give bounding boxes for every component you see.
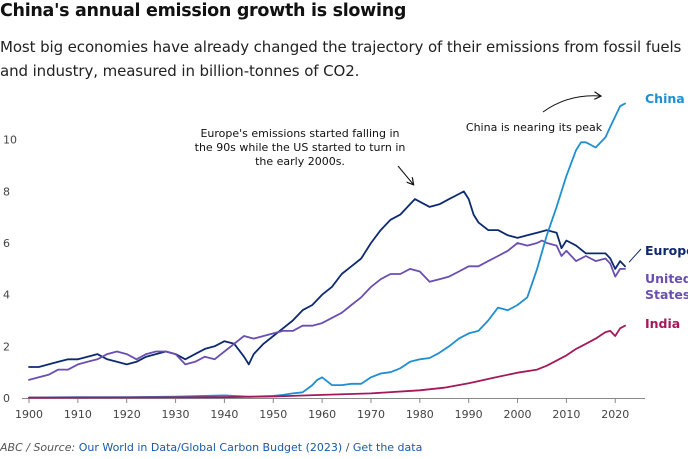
- annotations: Europe's emissions started falling in the…: [195, 96, 603, 184]
- x-tick-label: 1980: [406, 408, 434, 421]
- y-axis: 0 2 4 6 8 10: [3, 134, 17, 405]
- y-tick-label: 0: [3, 392, 10, 405]
- page-title: China's annual emission growth is slowin…: [0, 1, 407, 21]
- y-tick-label: 8: [3, 185, 10, 198]
- x-tick-label: 1950: [259, 408, 287, 421]
- y-tick-label: 4: [3, 289, 10, 302]
- page-subtitle: Most big economies have already changed …: [0, 38, 682, 80]
- china-annotation-arrow: [542, 96, 600, 113]
- x-tick-label: 1910: [64, 408, 92, 421]
- series-label-india: India: [645, 316, 680, 331]
- get-data-link[interactable]: Get the data: [352, 441, 423, 454]
- y-tick-label: 6: [3, 237, 10, 250]
- emissions-line-chart: 0 2 4 6 8 10 1900 1910 1920 1930 1940 1950 1960 1970…: [3, 91, 688, 421]
- x-tick-label: 1900: [15, 408, 43, 421]
- china-annotation: China is nearing its peak: [466, 121, 603, 134]
- x-tick-label: 1960: [308, 408, 336, 421]
- series-line-united-states: [28, 239, 626, 381]
- source-link[interactable]: Our World in Data/Global Carbon Budget (…: [78, 441, 343, 454]
- x-tick-label: 2020: [601, 408, 629, 421]
- series-lines: [28, 102, 626, 399]
- europe-annotation: Europe's emissions started falling in the…: [195, 127, 406, 168]
- series-label-united-states: United States: [645, 271, 688, 302]
- series-line-europe: [28, 190, 626, 368]
- x-tick-label: 1970: [357, 408, 385, 421]
- europe-label-leader: [628, 248, 642, 263]
- source-prefix: ABC /: [0, 441, 34, 454]
- y-tick-label: 2: [3, 340, 10, 353]
- series-label-europe: Europe: [645, 243, 688, 258]
- series-line-china: [28, 102, 626, 399]
- x-axis: 1900 1910 1920 1930 1940 1950 1960 1970 1980 1990…: [15, 398, 645, 421]
- europe-annotation-arrow: [397, 165, 413, 184]
- x-tick-label: 1930: [162, 408, 190, 421]
- y-tick-label: 10: [3, 134, 17, 147]
- series-label-china: China: [645, 91, 685, 106]
- source-separator: /: [342, 441, 353, 454]
- x-tick-label: 1940: [210, 408, 238, 421]
- series-line-india: [28, 324, 626, 399]
- x-tick-label: 2000: [504, 408, 532, 421]
- x-tick-label: 2010: [552, 408, 580, 421]
- x-tick-label: 1990: [455, 408, 483, 421]
- x-tick-label: 1920: [113, 408, 141, 421]
- source-line: ABC / Source: Our World in Data/Global C…: [0, 441, 422, 454]
- source-label: Source:: [33, 441, 76, 454]
